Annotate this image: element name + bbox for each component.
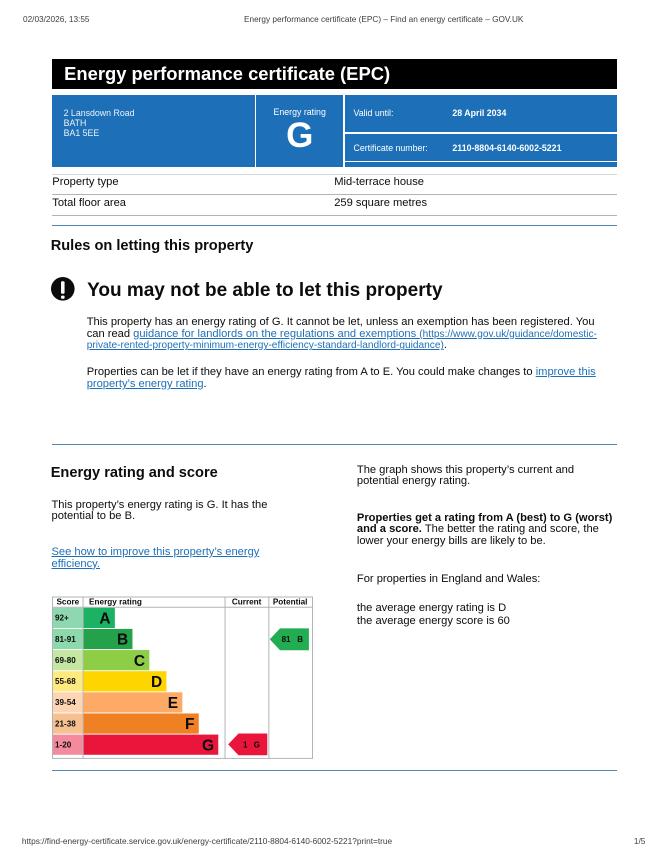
svg-text:Potential: Potential: [273, 597, 308, 606]
svg-text:F: F: [185, 716, 194, 733]
svg-text:81-91: 81-91: [55, 635, 76, 644]
svg-text:81: 81: [281, 635, 290, 644]
svg-text:B: B: [297, 635, 303, 644]
svg-text:E: E: [168, 695, 178, 712]
svg-text:G: G: [254, 740, 260, 749]
svg-text:69-80: 69-80: [55, 656, 76, 665]
svg-text:A: A: [99, 611, 110, 628]
svg-text:C: C: [134, 653, 145, 670]
svg-text:92+: 92+: [55, 614, 69, 623]
svg-text:Current: Current: [232, 597, 262, 606]
svg-text:1: 1: [243, 740, 248, 749]
svg-text:1-20: 1-20: [55, 741, 72, 750]
svg-text:21-38: 21-38: [55, 719, 76, 728]
svg-text:Score: Score: [56, 597, 79, 606]
svg-text:Energy rating: Energy rating: [89, 597, 142, 606]
svg-text:55-68: 55-68: [55, 677, 76, 686]
svg-text:D: D: [151, 674, 162, 691]
svg-text:39-54: 39-54: [55, 698, 76, 707]
svg-text:G: G: [202, 737, 214, 754]
svg-text:B: B: [117, 632, 128, 649]
